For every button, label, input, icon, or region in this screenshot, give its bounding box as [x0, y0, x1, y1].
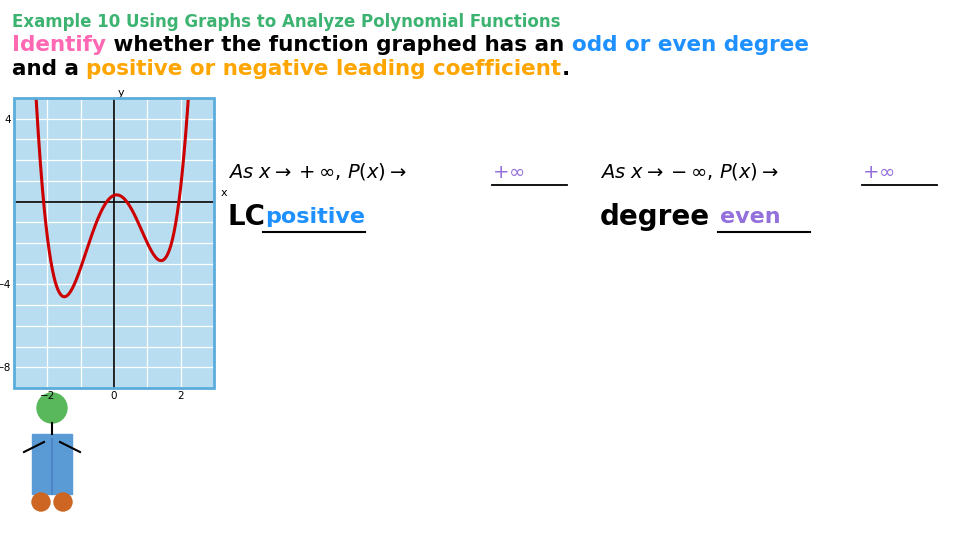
Ellipse shape — [37, 393, 67, 423]
Text: degree: degree — [600, 203, 710, 231]
Text: even: even — [720, 207, 780, 227]
Text: and a: and a — [12, 59, 86, 79]
Text: Example 10 Using Graphs to Analyze Polynomial Functions: Example 10 Using Graphs to Analyze Polyn… — [12, 13, 561, 31]
Text: x: x — [221, 188, 228, 199]
Text: $+\infty$: $+\infty$ — [862, 163, 895, 181]
Text: positive: positive — [265, 207, 365, 227]
Circle shape — [32, 493, 50, 511]
Text: whether the function graphed has an: whether the function graphed has an — [106, 35, 572, 55]
Text: y: y — [118, 88, 125, 98]
Circle shape — [54, 493, 72, 511]
Text: positive or negative leading coefficient: positive or negative leading coefficient — [86, 59, 562, 79]
Text: $\mathit{As}\ \mathit{x} \rightarrow -\infty\mathit{,}\ \mathit{P(x)} \rightarro: $\mathit{As}\ \mathit{x} \rightarrow -\i… — [600, 161, 779, 183]
Text: Identify: Identify — [12, 35, 106, 55]
Bar — [32, 434, 72, 494]
Text: .: . — [562, 59, 570, 79]
Text: LC: LC — [228, 203, 266, 231]
Text: $\mathit{As}\ \mathit{x} \rightarrow +\infty\mathit{,}\ \mathit{P(x)} \rightarro: $\mathit{As}\ \mathit{x} \rightarrow +\i… — [228, 161, 407, 183]
Text: odd or even degree: odd or even degree — [572, 35, 808, 55]
Text: $+\infty$: $+\infty$ — [492, 163, 524, 181]
